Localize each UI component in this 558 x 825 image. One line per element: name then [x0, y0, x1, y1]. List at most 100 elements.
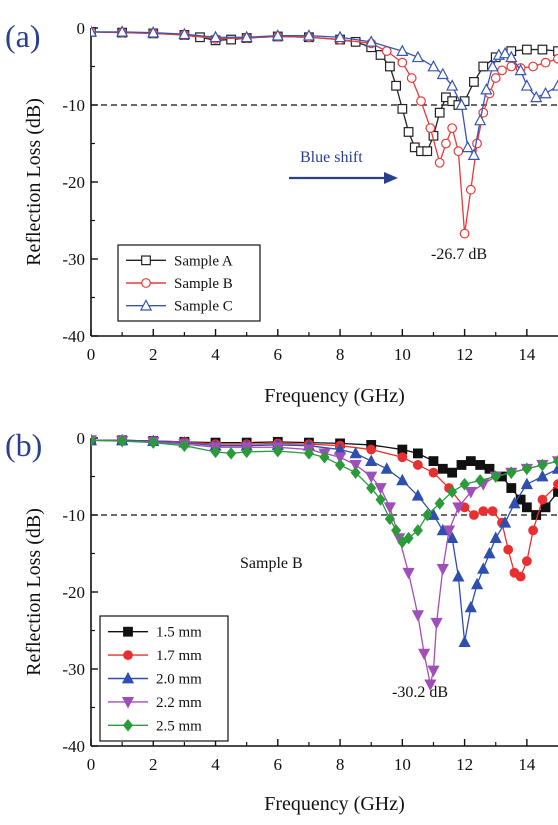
blue-shift-label: Blue shift [300, 149, 363, 166]
data-point [430, 617, 443, 630]
data-point [447, 123, 458, 134]
data-point [365, 471, 378, 484]
data-point [506, 483, 517, 493]
data-point [537, 44, 548, 55]
data-point [475, 460, 486, 470]
data-point [424, 679, 437, 691]
data-point [349, 460, 362, 472]
data-point [483, 546, 496, 559]
data-point [537, 458, 548, 472]
data-point [452, 570, 465, 582]
series-line [91, 31, 558, 152]
data-point [464, 600, 477, 613]
data-point [465, 184, 476, 195]
data-point [210, 445, 221, 459]
y-tick-label: -40 [62, 737, 85, 756]
legend-entry-label: 2.5 mm [156, 718, 202, 734]
data-point [402, 567, 415, 580]
data-point [446, 531, 459, 544]
legend-swatch-marker [122, 719, 134, 732]
data-point [486, 59, 499, 72]
plot-area [91, 433, 558, 691]
data-point [226, 34, 237, 45]
y-axis-label: Reflection Loss (dB) [23, 508, 45, 676]
data-point [552, 454, 558, 468]
chart-panel-a: (a) 0 2 4 6 8 10 12 14 0 -10 -20 -30 -40 Frequency (GH… [5, 18, 558, 407]
data-point [396, 473, 409, 486]
data-point [537, 494, 548, 505]
x-tick-label: 6 [274, 755, 283, 774]
x-tick-label: 12 [456, 345, 473, 364]
legend-entry-label: Sample C [174, 299, 233, 315]
series-2-5-mm [91, 434, 558, 549]
data-point [490, 470, 501, 483]
data-point [422, 146, 433, 157]
data-point [455, 98, 468, 110]
panel-label: (b) [5, 427, 42, 463]
data-point [422, 508, 433, 522]
x-tick-label: 10 [394, 345, 411, 364]
x-tick-label: 14 [518, 755, 536, 774]
x-axis-label: Frequency (GHz) [264, 385, 405, 407]
data-point [508, 496, 521, 509]
data-point [505, 50, 518, 63]
data-point [434, 157, 445, 168]
data-point [380, 462, 393, 474]
legend-swatch-marker [139, 299, 153, 311]
data-point [241, 445, 252, 459]
data-point [319, 450, 330, 464]
data-point [397, 103, 408, 114]
data-point [498, 46, 512, 59]
data-point [366, 481, 377, 495]
data-point [91, 434, 97, 447]
x-tick-label: 2 [149, 345, 158, 364]
data-point [437, 463, 448, 474]
x-axis-label: Frequency (GHz) [264, 793, 405, 815]
data-point [515, 571, 526, 582]
data-point [272, 444, 283, 458]
data-point [539, 86, 552, 99]
data-point [418, 648, 431, 661]
data-point [456, 460, 467, 470]
y-tick-label: -20 [62, 173, 85, 192]
y-tick-label: -30 [62, 660, 85, 679]
chart-panel-b: (b) 0 2 4 6 8 10 12 14 0 -10 -20 -30 -40 Frequency (GH… [5, 427, 558, 815]
x-tick-label: 8 [336, 345, 345, 364]
series-sample-b [91, 26, 558, 239]
data-point [553, 46, 558, 56]
data-point [489, 531, 502, 544]
legend-entry-label: 2.0 mm [156, 672, 202, 688]
data-point [480, 83, 493, 95]
y-tick-label: -20 [62, 583, 85, 602]
data-point [459, 228, 470, 239]
data-point [514, 63, 527, 76]
data-point [465, 456, 476, 466]
y-tick-label: 0 [77, 429, 86, 448]
data-point [396, 44, 409, 57]
legend-entry-label: 1.5 mm [156, 625, 202, 641]
data-point [366, 444, 377, 455]
data-point [442, 525, 456, 537]
data-point [383, 502, 396, 514]
y-tick-label: -30 [62, 250, 85, 269]
data-point [453, 146, 464, 157]
data-point [302, 29, 316, 41]
data-point [477, 562, 490, 574]
data-point [428, 456, 439, 466]
data-point [478, 61, 489, 72]
x-tick-label: 10 [394, 755, 411, 774]
data-point [406, 73, 417, 83]
blue-shift-arrowhead [384, 172, 398, 184]
y-axis-label: Reflection Loss (dB) [23, 98, 45, 266]
data-point [91, 25, 98, 37]
data-point [551, 462, 558, 474]
data-point [147, 26, 160, 38]
data-point [397, 452, 408, 463]
data-point [240, 30, 253, 43]
data-point [521, 556, 532, 567]
data-point [458, 635, 471, 647]
data-point [179, 439, 190, 452]
data-point [412, 524, 423, 537]
data-point [428, 467, 439, 478]
data-point [436, 67, 449, 80]
